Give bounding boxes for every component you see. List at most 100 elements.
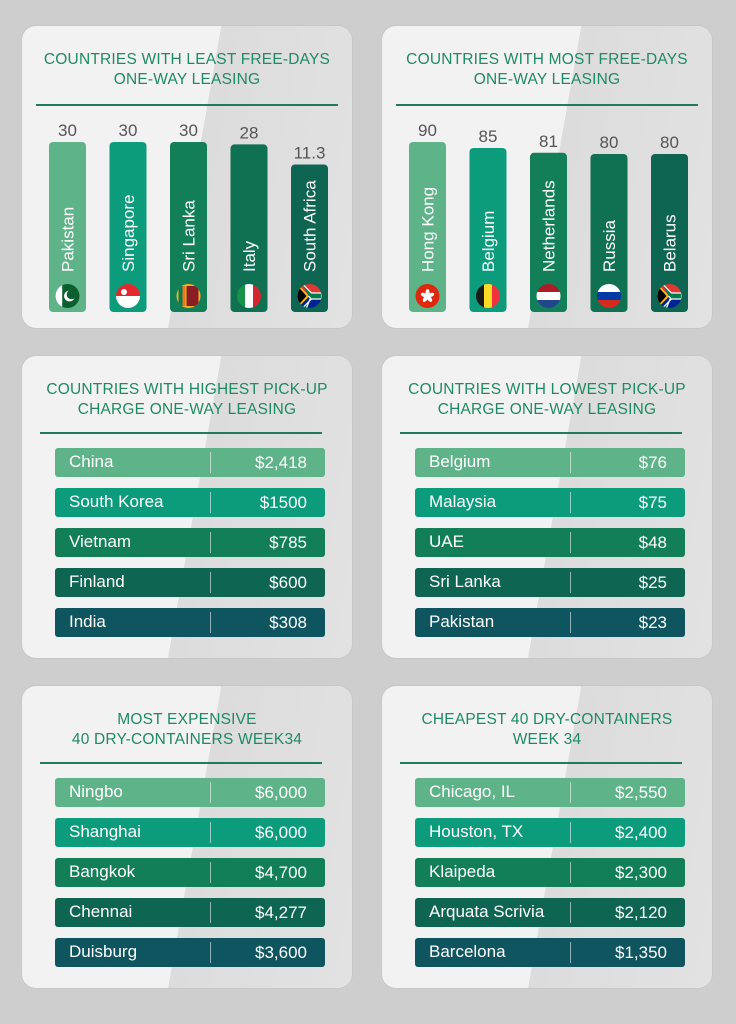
flag-south-africa-icon bbox=[657, 284, 682, 308]
bar bbox=[109, 142, 147, 312]
row-label: India bbox=[69, 612, 106, 631]
card-most-free-days: COUNTRIES WITH MOST FREE-DAYS ONE-WAY LE… bbox=[382, 26, 712, 328]
card-title: COUNTRIES WITH LEAST FREE-DAYS ONE-WAY L… bbox=[22, 50, 352, 90]
row-label: Chennai bbox=[69, 902, 133, 921]
row-value: $3,600 bbox=[255, 943, 307, 962]
title-line: COUNTRIES WITH LOWEST PICK-UP bbox=[408, 381, 686, 398]
row-value: $2,418 bbox=[255, 453, 307, 472]
row-label: Finland bbox=[69, 572, 125, 591]
row-label: Barcelona bbox=[429, 942, 506, 961]
flag-netherlands-icon bbox=[536, 284, 561, 308]
row-divider bbox=[210, 862, 211, 883]
row-value: $1500 bbox=[259, 493, 307, 512]
bar-category-label: Belarus bbox=[661, 214, 680, 272]
bar-value-label: 90 bbox=[418, 121, 437, 140]
row-value: $4,700 bbox=[255, 863, 307, 882]
table-row: Bangkok $4,700 bbox=[55, 858, 325, 887]
table-row: Klaipeda $2,300 bbox=[415, 858, 685, 887]
bar-value-label: 30 bbox=[119, 121, 138, 140]
title-divider bbox=[36, 104, 338, 106]
row-label: Belgium bbox=[429, 452, 491, 471]
row-divider bbox=[570, 902, 571, 923]
bar bbox=[469, 148, 507, 312]
bar-category-label: South Africa bbox=[301, 180, 320, 272]
flag-russia-icon bbox=[597, 284, 621, 308]
bar bbox=[49, 142, 86, 312]
bar-category-label: Netherlands bbox=[540, 180, 559, 272]
row-label: Pakistan bbox=[429, 612, 495, 631]
row-value: $48 bbox=[638, 533, 667, 552]
row-divider bbox=[570, 782, 571, 803]
bar bbox=[530, 152, 567, 312]
row-label: Shanghai bbox=[69, 822, 141, 841]
table-row: Pakistan $23 bbox=[415, 608, 685, 637]
bar-category-label: Pakistan bbox=[59, 207, 78, 272]
row-label: Chicago, IL bbox=[429, 782, 515, 801]
row-label: Vietnam bbox=[69, 532, 132, 551]
bar-value-label: 81 bbox=[539, 132, 558, 151]
bar-chart-least-free-days: 30 Pakistan 30 Singapore 30 Sri Lanka 28 Italy 1… bbox=[49, 121, 328, 312]
row-value: $308 bbox=[269, 613, 307, 632]
row-value: $1,350 bbox=[615, 943, 667, 962]
bar-value-label: 28 bbox=[240, 123, 259, 142]
title-line: MOST EXPENSIVE bbox=[117, 711, 257, 728]
table-row: Duisburg $3,600 bbox=[55, 938, 325, 967]
row-divider bbox=[210, 942, 211, 963]
card-least-free-days: COUNTRIES WITH LEAST FREE-DAYS ONE-WAY L… bbox=[22, 26, 352, 328]
row-divider bbox=[210, 572, 211, 593]
title-divider bbox=[40, 762, 322, 764]
table-row: UAE $48 bbox=[415, 528, 685, 557]
row-divider bbox=[570, 942, 571, 963]
bar bbox=[291, 164, 328, 312]
row-divider bbox=[570, 862, 571, 883]
row-divider bbox=[570, 492, 571, 513]
card-most-expensive: MOST EXPENSIVE 40 DRY-CONTAINERS WEEK34 … bbox=[22, 686, 352, 988]
flag-pakistan-icon bbox=[55, 284, 80, 308]
card-highest-pickup: COUNTRIES WITH HIGHEST PICK-UP CHARGE ON… bbox=[22, 356, 352, 658]
row-value: $2,550 bbox=[615, 783, 667, 802]
title-divider bbox=[396, 104, 698, 106]
table-row: Belgium $76 bbox=[415, 448, 685, 477]
table-row: Houston, TX $2,400 bbox=[415, 818, 685, 847]
row-label: South Korea bbox=[69, 492, 164, 511]
card-title: COUNTRIES WITH MOST FREE-DAYS ONE-WAY LE… bbox=[382, 50, 712, 90]
bar-category-label: Italy bbox=[240, 240, 259, 272]
bar bbox=[170, 142, 207, 312]
flag-hong-kong-icon bbox=[415, 284, 440, 308]
flag-italy-icon bbox=[237, 284, 261, 308]
title-divider bbox=[400, 432, 682, 434]
table-row: China $2,418 bbox=[55, 448, 325, 477]
bar-value-label: 11.3 bbox=[294, 143, 326, 162]
row-value: $2,120 bbox=[615, 903, 667, 922]
card-title: MOST EXPENSIVE 40 DRY-CONTAINERS WEEK34 bbox=[22, 710, 352, 750]
table-row: Vietnam $785 bbox=[55, 528, 325, 557]
card-title: CHEAPEST 40 DRY-CONTAINERS WEEK 34 bbox=[382, 710, 712, 750]
bar-chart-most-free-days: 90 Hong Kong 85 Belgium 81 Netherlands 80 Russi… bbox=[409, 121, 688, 312]
row-label: Ningbo bbox=[69, 782, 123, 801]
bar bbox=[230, 144, 268, 312]
flag-singapore-icon bbox=[116, 284, 140, 308]
row-value: $23 bbox=[638, 613, 667, 632]
row-label: Malaysia bbox=[429, 492, 497, 511]
row-value: $6,000 bbox=[255, 783, 307, 802]
card-title: COUNTRIES WITH HIGHEST PICK-UP CHARGE ON… bbox=[22, 380, 352, 420]
title-line: ONE-WAY LEASING bbox=[113, 71, 261, 88]
table-row: Ningbo $6,000 bbox=[55, 778, 325, 807]
row-value: $6,000 bbox=[255, 823, 307, 842]
row-divider bbox=[570, 822, 571, 843]
row-divider bbox=[570, 452, 571, 473]
row-divider bbox=[210, 822, 211, 843]
bar-value-label: 85 bbox=[479, 127, 498, 146]
bar-category-label: Belgium bbox=[479, 211, 498, 272]
title-line: 40 DRY-CONTAINERS WEEK34 bbox=[71, 731, 303, 748]
title-divider bbox=[40, 432, 322, 434]
row-label: Duisburg bbox=[69, 942, 138, 961]
row-value: $2,300 bbox=[615, 863, 667, 882]
bar-category-label: Singapore bbox=[119, 194, 138, 272]
card-lowest-pickup: COUNTRIES WITH LOWEST PICK-UP CHARGE ONE… bbox=[382, 356, 712, 658]
bar-value-label: 80 bbox=[660, 133, 679, 152]
table-row: Chennai $4,277 bbox=[55, 898, 325, 927]
bar bbox=[651, 154, 688, 312]
bar-category-label: Hong Kong bbox=[419, 187, 438, 272]
